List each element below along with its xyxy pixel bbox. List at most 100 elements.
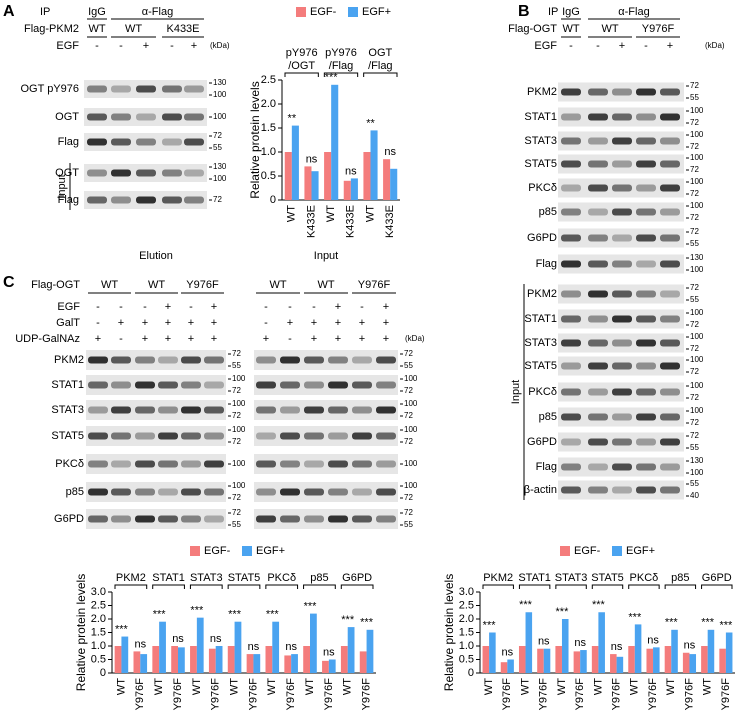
band xyxy=(588,438,608,446)
y-tick-label: 0.5 xyxy=(261,170,276,182)
band xyxy=(376,381,396,389)
treatment-sign: + xyxy=(191,40,197,52)
antibody-label: α-Flag xyxy=(618,6,649,18)
marker-label: 100 xyxy=(690,308,704,317)
group-bracket xyxy=(482,584,514,589)
band xyxy=(280,381,300,389)
treatment-sign: - xyxy=(189,301,193,313)
bar xyxy=(628,646,635,673)
blot-strip xyxy=(254,509,398,529)
bar xyxy=(343,180,351,200)
band xyxy=(660,88,680,96)
band xyxy=(376,432,396,440)
marker-label: 55 xyxy=(232,361,241,370)
band xyxy=(636,438,656,446)
x-tick-label: WT xyxy=(519,678,531,695)
row-label: β-actin xyxy=(524,484,557,496)
band xyxy=(136,85,156,93)
blot-strip xyxy=(254,426,398,446)
treatment-sign: + xyxy=(383,317,389,329)
bar xyxy=(555,646,562,673)
treatment-sign: - xyxy=(96,301,100,313)
group-bracket xyxy=(591,584,624,589)
band xyxy=(561,260,581,268)
treatment-sign: + xyxy=(165,333,171,345)
y-tick-label: 0 xyxy=(468,667,474,679)
band xyxy=(184,85,204,93)
treatment-sign: - xyxy=(119,301,123,313)
treatment-sign: - xyxy=(143,301,147,313)
y-tick-label: 1.5 xyxy=(459,626,474,638)
band xyxy=(304,432,324,440)
band xyxy=(111,113,131,121)
y-tick-label: 0 xyxy=(100,667,106,679)
treatment-sign: + xyxy=(263,333,269,345)
row-label: p85 xyxy=(539,206,557,218)
band xyxy=(88,381,108,389)
band xyxy=(588,486,608,494)
group-label: WT xyxy=(101,279,118,291)
group-bracket xyxy=(265,584,299,589)
y-tick-label: 2.5 xyxy=(261,74,276,86)
significance-label: *** xyxy=(719,619,733,631)
band xyxy=(135,460,155,468)
bar xyxy=(304,166,312,200)
band xyxy=(561,113,581,121)
x-tick-label: WT xyxy=(266,678,278,695)
marker-label: 130 xyxy=(690,253,704,262)
band xyxy=(181,356,201,364)
band xyxy=(588,234,608,242)
band xyxy=(588,160,608,168)
marker-label: 72 xyxy=(690,320,699,329)
significance-label: *** xyxy=(266,609,280,621)
band xyxy=(561,160,581,168)
marker-label: 130 xyxy=(213,162,227,171)
group-label: PKCδ xyxy=(267,572,296,584)
treatment-sign: + xyxy=(383,333,389,345)
bar xyxy=(610,654,617,673)
row-label: STAT5 xyxy=(524,360,557,372)
band xyxy=(561,184,581,192)
significance-label: *** xyxy=(556,606,570,618)
band xyxy=(612,315,632,323)
band xyxy=(162,196,182,204)
marker-label: 72 xyxy=(690,344,699,353)
row-label: PKCδ xyxy=(528,386,557,398)
group-label: STAT1 xyxy=(152,572,185,584)
marker-label: 55 xyxy=(690,93,699,102)
group-label: STAT3 xyxy=(190,572,223,584)
treatment-sign: + xyxy=(211,301,217,313)
significance-label: ns xyxy=(611,641,623,653)
band xyxy=(612,413,632,421)
band xyxy=(204,460,224,468)
group-bracket xyxy=(518,584,551,589)
marker-label: 100 xyxy=(213,90,227,99)
row-label: STAT1 xyxy=(524,111,557,123)
blot-strip xyxy=(86,509,226,529)
x-tick-label: WT xyxy=(702,678,714,695)
y-axis-label: Relative protein levels xyxy=(442,574,456,691)
band xyxy=(561,137,581,145)
band xyxy=(280,488,300,496)
treatment-sign: - xyxy=(360,301,364,313)
band xyxy=(561,88,581,96)
bar xyxy=(347,627,355,673)
bar xyxy=(291,125,299,200)
legend-label: EGF- xyxy=(574,545,601,557)
blot-strip xyxy=(254,350,398,370)
panel-label: A xyxy=(3,3,15,20)
x-tick-label: WT xyxy=(228,678,240,695)
marker-label: 55 xyxy=(232,520,241,529)
treatment-label: UDP-GalNAz xyxy=(15,333,80,345)
marker-label: 100 xyxy=(690,332,704,341)
blot-strip xyxy=(84,108,207,126)
band xyxy=(636,260,656,268)
bar xyxy=(246,654,254,673)
band xyxy=(588,339,608,347)
band xyxy=(636,315,656,323)
marker-label: 72 xyxy=(213,195,222,204)
marker-label: 100 xyxy=(690,406,704,415)
row-label: STAT1 xyxy=(51,379,84,391)
band xyxy=(135,432,155,440)
